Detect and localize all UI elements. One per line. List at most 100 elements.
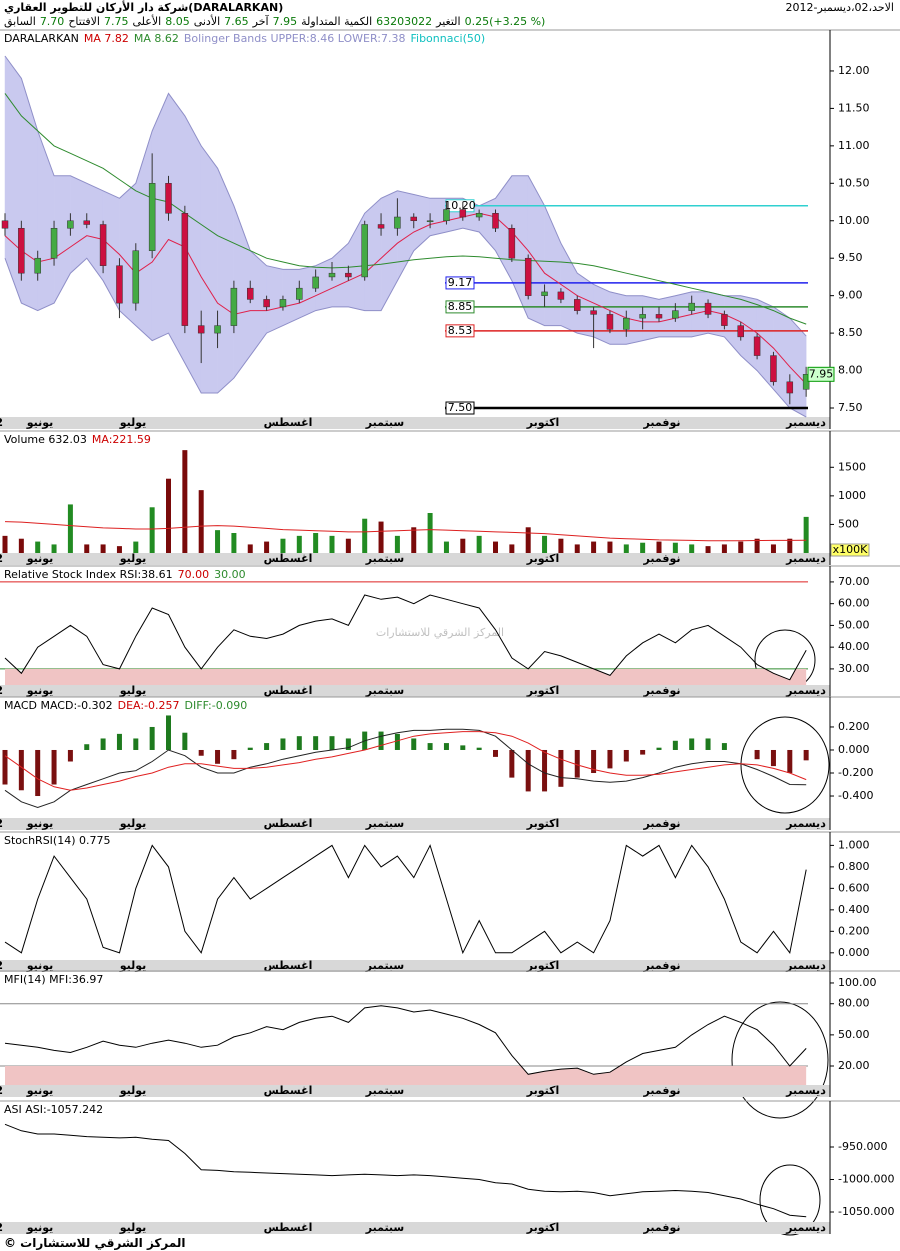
candle-body	[770, 355, 777, 383]
bar	[460, 538, 466, 553]
legend-text: DEA:-0.257	[118, 699, 180, 712]
y-tick-label: 8.00	[838, 364, 863, 377]
fib-label: 8.53	[448, 324, 473, 337]
candle-body	[1, 220, 9, 229]
candle-body	[753, 336, 761, 356]
candle-body	[704, 302, 712, 315]
x-tick-label: نوفمبر	[643, 1221, 681, 1234]
bar	[656, 541, 662, 553]
y-tick-label: 9.00	[838, 289, 863, 302]
x-axis-band	[0, 1085, 830, 1097]
bar	[656, 747, 662, 750]
y-tick-label: 9.50	[838, 251, 863, 264]
candle-body	[247, 287, 254, 300]
bar	[51, 749, 57, 785]
x-tick-label: 2012	[0, 959, 3, 972]
x-tick-label: يوليو	[119, 552, 147, 565]
candle-body	[345, 272, 352, 278]
y-tick-label: 0.200	[838, 924, 870, 937]
x-tick-label: ديسمبر	[785, 1221, 826, 1234]
band-fill	[217, 168, 235, 394]
bar	[558, 538, 564, 553]
bar	[345, 738, 351, 750]
unit-box	[830, 543, 870, 557]
y-tick-label: 0.400	[838, 903, 870, 916]
bar	[198, 490, 204, 553]
quote-value: 7.75	[104, 15, 129, 28]
candle-body	[116, 265, 123, 304]
candle-body	[132, 250, 140, 304]
fib-label: 10.20	[444, 199, 476, 212]
bar	[509, 749, 515, 778]
bar	[313, 736, 319, 750]
legend-text: 30.00	[214, 568, 246, 581]
x-tick-label: اغسطس	[264, 1084, 313, 1097]
x-tick-label: 2012	[0, 817, 3, 830]
candle-body	[230, 287, 238, 326]
x-tick-label: اغسطس	[264, 684, 313, 697]
bar	[100, 738, 106, 750]
annotation-circle	[740, 716, 830, 814]
legend-text: MA 7.82	[84, 32, 129, 45]
quote-label: آخر	[252, 15, 269, 28]
bar	[247, 747, 253, 750]
x-tick-label: يونيو	[26, 1221, 54, 1234]
candle-body	[623, 317, 630, 330]
bar	[182, 450, 188, 553]
bar	[509, 544, 515, 553]
stock-title: (DARALARKAN)شركة دار الأركان للتطوير الع…	[4, 1, 284, 14]
series-line	[4, 731, 807, 791]
fib-label: 7.50	[448, 401, 473, 414]
shade-area	[5, 668, 807, 685]
bar	[215, 530, 221, 553]
bar	[133, 541, 139, 553]
y-tick-label: 11.50	[838, 101, 870, 114]
x-tick-label: اكتوبر	[526, 416, 560, 429]
annotation-circle	[759, 1164, 821, 1236]
x-tick-label: يونيو	[26, 416, 54, 429]
candle-body	[590, 310, 597, 315]
x-tick-label: اغسطس	[264, 1221, 313, 1234]
bar	[329, 535, 335, 553]
legend-text: MFI(14) MFI:36.97	[4, 973, 103, 986]
y-tick-label: 12.00	[838, 64, 870, 77]
candle-body	[475, 213, 483, 218]
bar	[754, 749, 760, 760]
candle-body	[508, 227, 516, 259]
y-tick-label: 500	[838, 517, 859, 530]
bar	[623, 749, 629, 762]
bar	[705, 738, 711, 750]
candle-body	[606, 314, 614, 330]
x-tick-label: 2012	[0, 1221, 3, 1234]
bar	[296, 535, 302, 553]
y-tick-label: 50.00	[838, 618, 870, 631]
candle-body	[410, 216, 417, 222]
x-tick-label: ديسمبر	[785, 416, 826, 429]
bar	[345, 538, 351, 553]
candle-body	[83, 220, 90, 225]
x-axis-band	[0, 685, 830, 697]
date: الاحد،02،ديسمبر-2012	[785, 1, 894, 14]
bar	[721, 544, 727, 553]
bar	[329, 736, 335, 750]
candle-body	[737, 325, 744, 338]
y-tick-label: 20.00	[838, 1059, 870, 1072]
x-tick-label: اكتوبر	[526, 552, 560, 565]
candle-body	[786, 381, 794, 394]
band-fill	[21, 78, 38, 312]
bar	[198, 749, 204, 756]
bar	[689, 738, 695, 750]
bar	[607, 541, 613, 553]
bar	[672, 542, 678, 553]
x-tick-label: ديسمبر	[785, 552, 826, 565]
y-tick-label: 80.00	[838, 997, 870, 1010]
bar	[378, 731, 384, 750]
bar	[460, 745, 466, 750]
bar	[493, 541, 498, 553]
bar	[542, 749, 548, 792]
series-line	[4, 227, 807, 418]
series-line	[4, 521, 807, 542]
legend-text: Fibonnaci(50)	[410, 32, 485, 45]
x-tick-label: 2012	[0, 552, 3, 565]
x-tick-label: ديسمبر	[785, 959, 826, 972]
